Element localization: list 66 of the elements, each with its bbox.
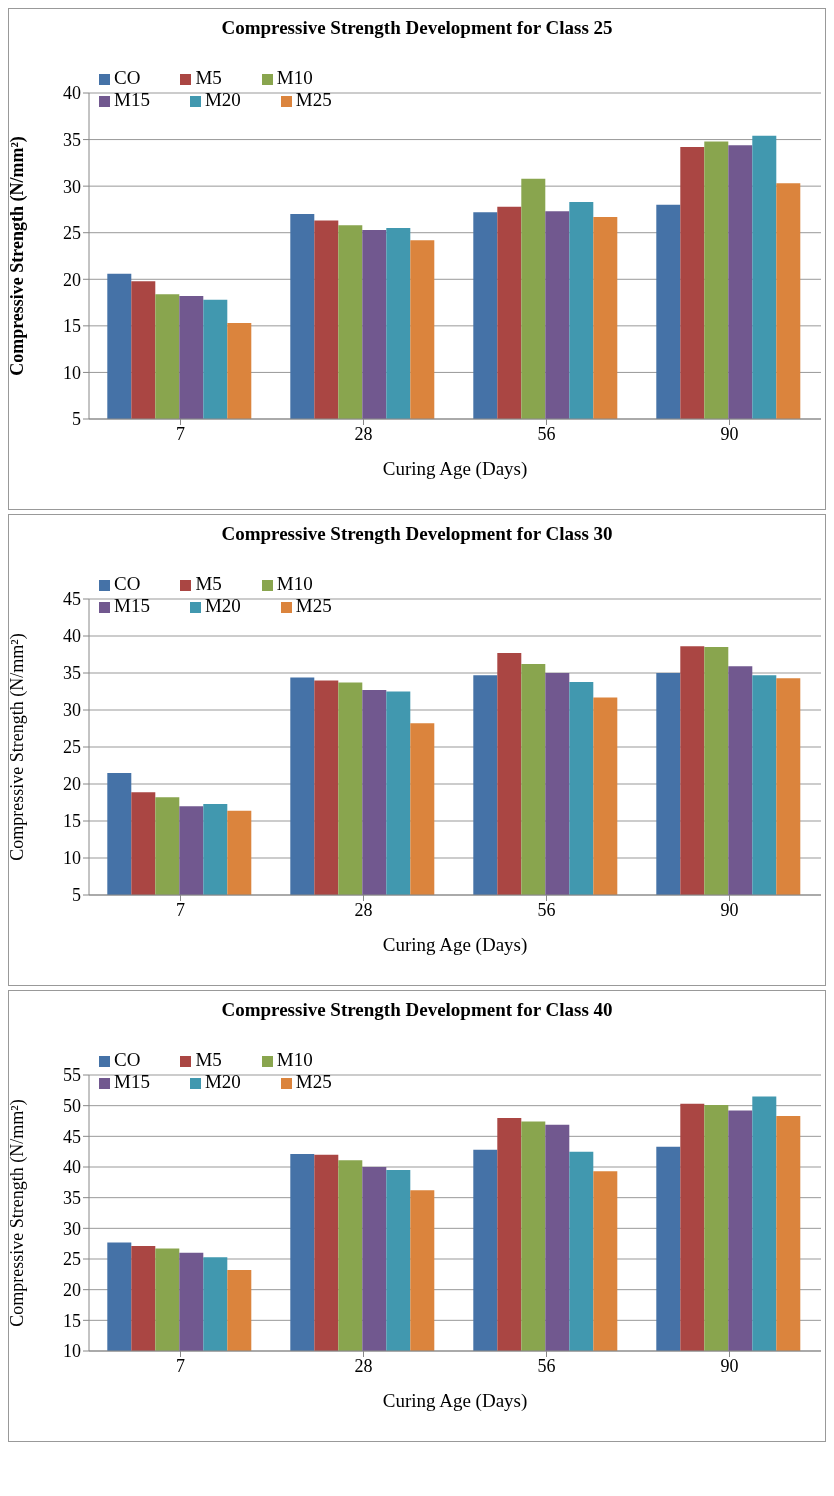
x-axis-title: Curing Age (Days)	[382, 458, 528, 480]
y-tick-label: 40	[63, 1157, 81, 1178]
y-tick-label: 55	[63, 1065, 81, 1086]
y-tick-label: 35	[63, 663, 81, 684]
y-tick-label: 10	[63, 362, 81, 383]
y-tick-label: 35	[63, 129, 81, 150]
y-tick-label: 25	[63, 1249, 81, 1270]
x-tick-label: 90	[720, 899, 739, 920]
y-tick-label: 35	[63, 1188, 81, 1209]
y-tick-label: 40	[63, 83, 81, 104]
legend-label: CO	[114, 67, 141, 88]
x-tick-label: 90	[720, 1355, 739, 1376]
y-tick-label: 15	[63, 316, 81, 337]
y-tick-label: 25	[63, 737, 81, 758]
legend-label: M20	[204, 1071, 241, 1092]
x-axis-title: Curing Age (Days)	[382, 1390, 528, 1412]
y-tick-label: 15	[63, 1310, 81, 1331]
legend-label: M15	[114, 1071, 150, 1092]
y-axis-title: Compressive Strength (N/mm²)	[7, 1099, 29, 1327]
y-tick-label: 5	[72, 409, 81, 430]
x-tick-label: 7	[176, 423, 185, 444]
y-tick-label: 10	[63, 848, 81, 869]
y-tick-label: 5	[72, 885, 81, 906]
legend-label: M15	[114, 89, 150, 110]
x-tick-label: 28	[354, 899, 373, 920]
x-tick-label: 56	[537, 1355, 556, 1376]
x-tick-label: 56	[537, 899, 556, 920]
y-tick-label: 25	[63, 223, 81, 244]
y-tick-label: 15	[63, 811, 81, 832]
y-tick-label: 20	[63, 269, 81, 290]
legend-label: M5	[195, 573, 222, 594]
x-tick-label: 7	[176, 899, 185, 920]
y-tick-label: 10	[63, 1341, 81, 1362]
y-tick-label: 45	[63, 589, 81, 610]
legend-label: M10	[276, 67, 313, 88]
x-tick-label: 7	[176, 1355, 185, 1376]
legend-label: CO	[114, 573, 141, 594]
legend-label: M20	[204, 89, 241, 110]
legend-label: CO	[114, 1049, 141, 1070]
legend-label: M25	[295, 595, 332, 616]
legend-label: M15	[114, 595, 150, 616]
y-tick-label: 20	[63, 1280, 81, 1301]
y-tick-label: 30	[63, 700, 81, 721]
y-tick-label: 30	[63, 176, 81, 197]
chart-title: Compressive Strength Development for Class 40	[220, 999, 614, 1021]
x-axis-title: Curing Age (Days)	[382, 934, 528, 956]
y-tick-label: 45	[63, 1126, 81, 1147]
y-tick-label: 50	[63, 1096, 81, 1117]
y-tick-label: 30	[63, 1218, 81, 1239]
chart-title: Compressive Strength Development for Class 30	[220, 523, 614, 545]
y-tick-label: 20	[63, 774, 81, 795]
legend-label: M10	[276, 1049, 313, 1070]
legend-label: M20	[204, 595, 241, 616]
legend-label: M25	[295, 1071, 332, 1092]
legend-label: M5	[195, 1049, 222, 1070]
x-tick-label: 28	[354, 423, 373, 444]
y-axis-title: Compressive Strength (N/mm²)	[7, 136, 29, 376]
legend-label: M10	[276, 573, 313, 594]
x-tick-label: 90	[720, 423, 739, 444]
legend-label: M5	[195, 67, 222, 88]
y-axis-title: Compressive Strength (N/mm²)	[7, 633, 29, 861]
x-tick-label: 28	[354, 1355, 373, 1376]
chart-title: Compressive Strength Development for Class 25	[220, 17, 614, 39]
legend-label: M25	[295, 89, 332, 110]
x-tick-label: 56	[537, 423, 556, 444]
y-tick-label: 40	[63, 626, 81, 647]
